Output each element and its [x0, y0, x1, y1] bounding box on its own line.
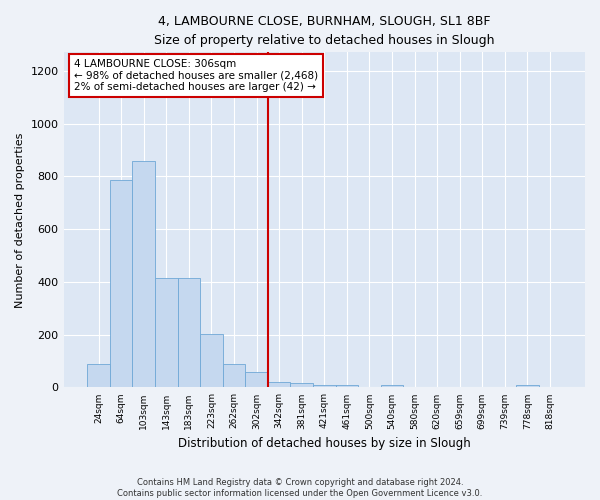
Title: 4, LAMBOURNE CLOSE, BURNHAM, SLOUGH, SL1 8BF
Size of property relative to detach: 4, LAMBOURNE CLOSE, BURNHAM, SLOUGH, SL1… — [154, 15, 494, 47]
Bar — [290, 382, 313, 388]
Bar — [335, 385, 358, 388]
Bar — [133, 161, 155, 388]
Bar — [178, 278, 200, 388]
Bar — [313, 385, 335, 388]
Bar — [245, 372, 268, 388]
Text: 4 LAMBOURNE CLOSE: 306sqm
← 98% of detached houses are smaller (2,468)
2% of sem: 4 LAMBOURNE CLOSE: 306sqm ← 98% of detac… — [74, 59, 318, 92]
Bar — [381, 386, 403, 388]
Text: Contains HM Land Registry data © Crown copyright and database right 2024.
Contai: Contains HM Land Registry data © Crown c… — [118, 478, 482, 498]
X-axis label: Distribution of detached houses by size in Slough: Distribution of detached houses by size … — [178, 437, 470, 450]
Bar — [200, 334, 223, 388]
Bar — [223, 364, 245, 388]
Bar — [516, 385, 539, 388]
Bar — [87, 364, 110, 388]
Y-axis label: Number of detached properties: Number of detached properties — [15, 132, 25, 308]
Bar — [110, 180, 133, 388]
Bar — [268, 382, 290, 388]
Bar — [155, 278, 178, 388]
